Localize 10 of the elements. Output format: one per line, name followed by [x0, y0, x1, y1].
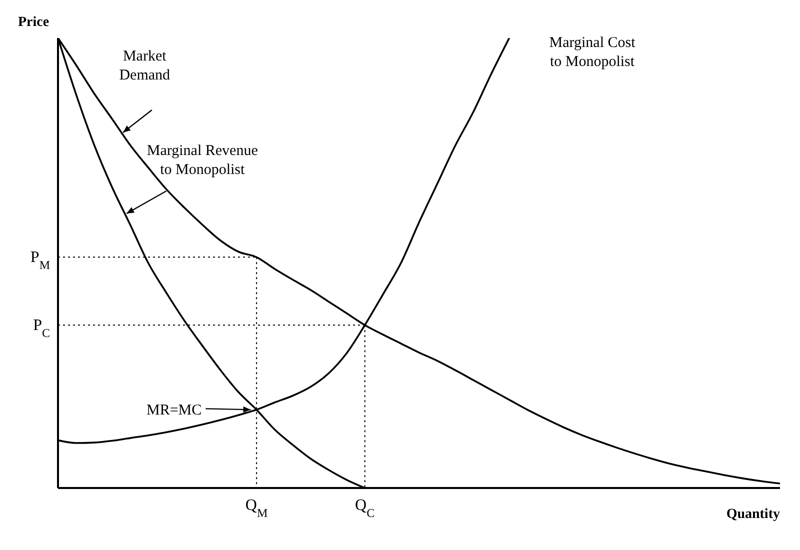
legend-label: Marginal Revenue to Monopolist [146, 143, 258, 178]
x-axis-title: Quantity [726, 507, 780, 522]
x-tick-label: Q$_{C}$ [355, 497, 375, 520]
annotation: MR=MC [146, 402, 202, 419]
text: Marginal Cost to Monopolist [549, 35, 636, 70]
y-axis-title: Price [18, 15, 50, 30]
series-label: P$_{C}$ [33, 317, 50, 340]
x-tick-label: Q$_{M}$ [245, 497, 268, 520]
series-label: Market Demand [119, 48, 171, 84]
series-label: P$_{M}$ [30, 249, 50, 272]
